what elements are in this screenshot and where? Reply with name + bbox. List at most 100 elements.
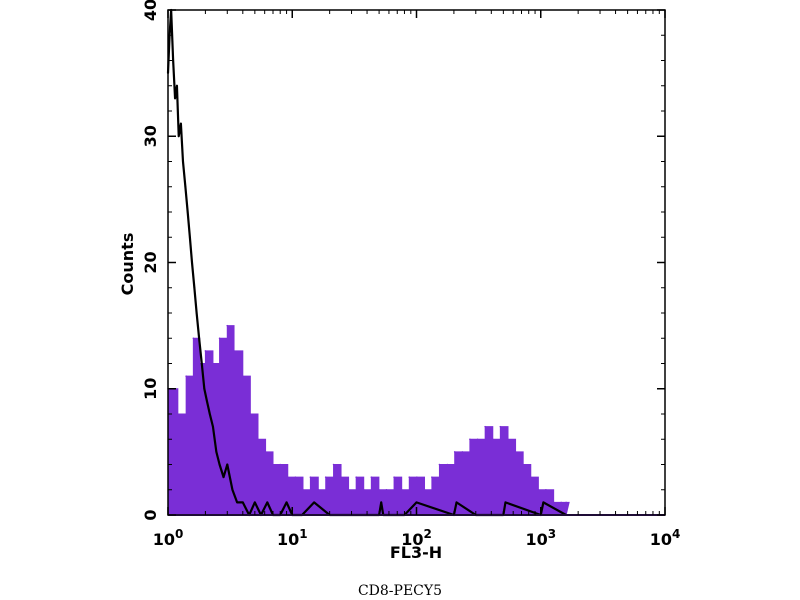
series-filled-point (192, 337, 195, 340)
series-line-point (177, 135, 180, 138)
series-filled-point (212, 362, 214, 365)
series-filled-point (537, 488, 540, 491)
series-filled-point (185, 375, 187, 377)
series-filled-point (408, 476, 411, 478)
series-filled-point (355, 476, 357, 478)
series-line-point (455, 501, 458, 504)
series-line-point (236, 501, 239, 504)
series-line-point (193, 286, 196, 289)
series-line-point (266, 501, 269, 504)
series-filled-point (446, 463, 449, 466)
series-filled-point (347, 488, 350, 491)
series-filled-point (286, 476, 289, 478)
y-tick-label: 10 (141, 378, 160, 400)
y-tick-label: 30 (141, 125, 160, 147)
series-filled-point (431, 476, 433, 478)
series-line-point (253, 501, 256, 504)
series-filled-point (177, 413, 179, 415)
series-line-point (191, 261, 193, 264)
series-line-point (174, 97, 176, 100)
y-axis-title: Counts (118, 233, 137, 296)
series-filled-point (309, 476, 312, 478)
series-filled-point (294, 476, 297, 478)
series-filled-point (453, 451, 456, 453)
series-line-point (179, 122, 182, 125)
y-tick-label: 0 (141, 509, 160, 520)
series-line-point (186, 211, 189, 213)
series-filled-point (204, 350, 207, 352)
series-filled-point (317, 488, 320, 491)
series-layer (166, 8, 665, 517)
series-filled-point (272, 463, 274, 466)
series-filled-point (218, 337, 221, 340)
series-filled-point (461, 451, 464, 453)
series-filled-point (484, 425, 486, 428)
series-filled-point (514, 451, 517, 453)
series-filled-point (438, 463, 441, 466)
series-line-point (208, 413, 211, 415)
series-filled-point (469, 438, 471, 441)
series-filled-point (242, 375, 244, 377)
series-filled-area (167, 325, 570, 516)
x-tick-label: 100 (153, 527, 184, 549)
x-tick-label: 103 (525, 527, 556, 549)
series-line-point (222, 476, 225, 479)
series-filled-point (529, 476, 532, 478)
series-line-point (172, 59, 175, 62)
series-filled-point (491, 438, 494, 441)
series-filled-point (393, 476, 395, 478)
series-filled-point (370, 476, 373, 478)
series-filled-point (226, 324, 229, 327)
series-filled-point (400, 488, 403, 491)
series-line-point (285, 501, 288, 504)
x-axis-title: FL3-H (390, 543, 442, 562)
series-filled-point (416, 476, 418, 478)
series-filled-point (378, 488, 380, 491)
series-line-point (313, 501, 316, 504)
series-filled-point (552, 501, 555, 504)
series-line-point (231, 488, 234, 491)
series-filled-point (423, 488, 426, 491)
series-line-point (184, 185, 187, 188)
series-line-point (198, 337, 201, 340)
series-filled-point (233, 350, 235, 352)
series-filled-point (332, 463, 335, 466)
x-tick-label: 101 (277, 527, 308, 549)
series-filled-point (565, 501, 567, 504)
series-line-point (215, 450, 218, 453)
series-line-point (182, 160, 184, 163)
series-filled-point (324, 476, 327, 478)
series-line-point (176, 84, 178, 87)
series-line-point (188, 236, 191, 239)
series-filled-point (279, 463, 282, 466)
series-line-point (206, 400, 208, 403)
series-line-point (218, 463, 221, 466)
series-line-point (203, 387, 206, 390)
series-line-point (415, 501, 418, 504)
series-filled-point (545, 488, 547, 491)
series-line-point (226, 463, 229, 466)
series-filled-point (264, 451, 267, 453)
series-line-point (212, 425, 214, 428)
y-tick-label: 40 (141, 0, 160, 21)
series-line-point (200, 362, 203, 365)
series-line-point (241, 501, 244, 504)
series-filled-point (362, 488, 365, 491)
series-line-point (195, 312, 198, 314)
y-tick-label: 20 (141, 251, 160, 273)
series-filled-point (507, 438, 509, 441)
series-filled-point (522, 463, 524, 466)
series-filled-point (560, 501, 562, 504)
series-line-point (504, 501, 507, 504)
series-line-point (380, 501, 383, 504)
series-filled-point (198, 362, 201, 365)
x-tick-label: 102 (401, 527, 432, 549)
series-filled-point (340, 476, 342, 478)
series-filled-point (257, 438, 259, 441)
chart-caption: CD8-PECY5 (357, 583, 443, 599)
series-filled-point (385, 488, 388, 491)
series-filled-point (302, 488, 304, 491)
series-filled-point (499, 425, 502, 428)
tick-layer: 100 101 102 103 104 0 10 20 30 40 (141, 0, 680, 549)
